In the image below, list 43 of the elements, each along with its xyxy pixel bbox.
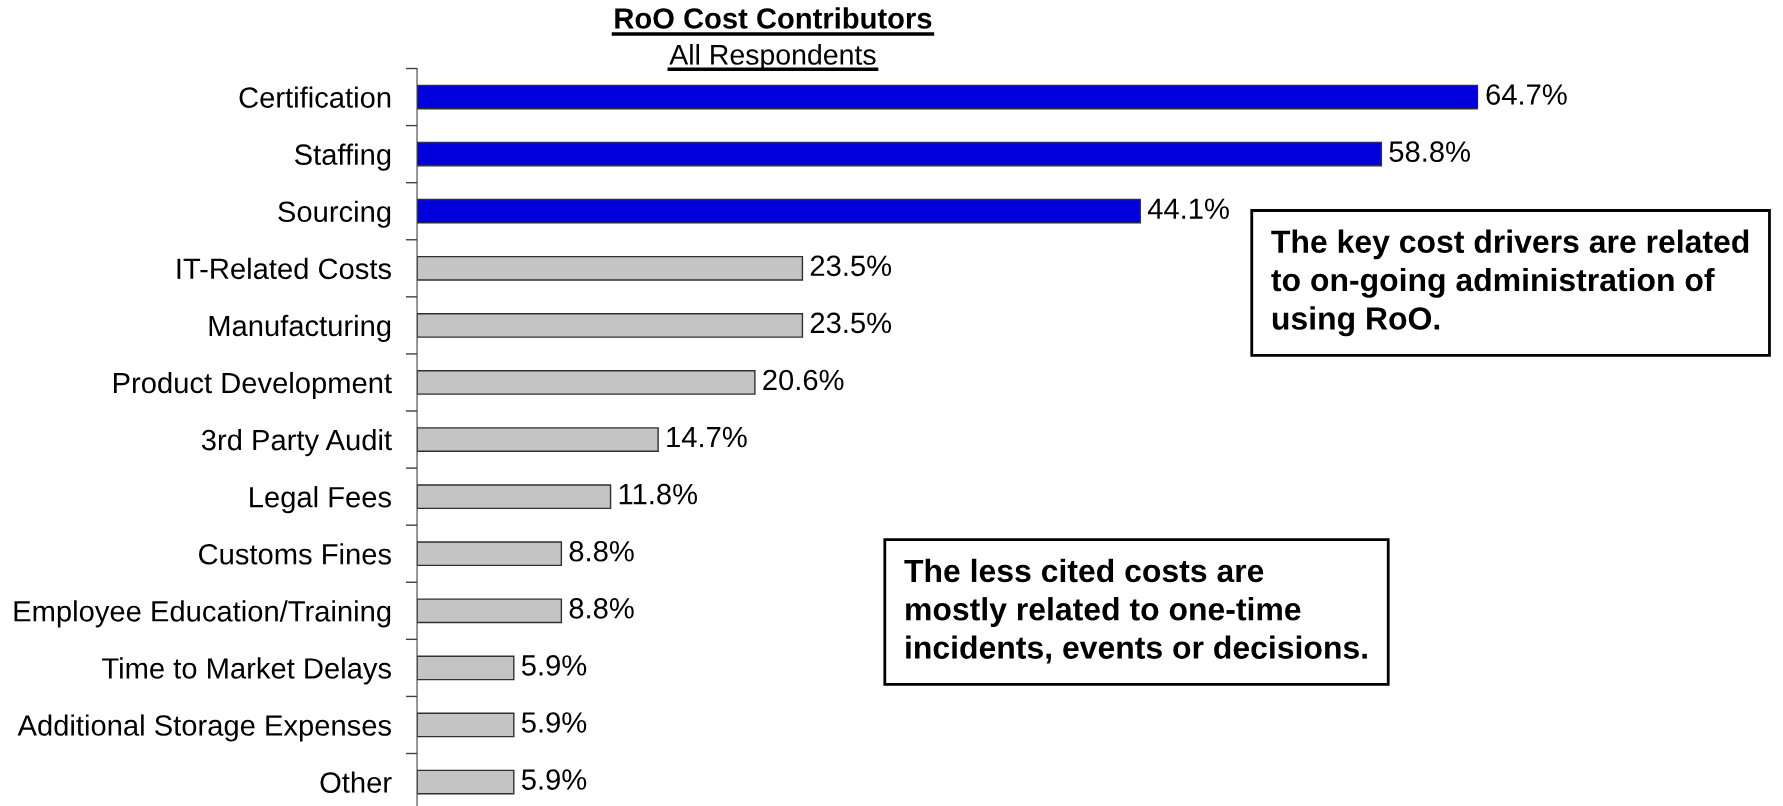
data-label: 5.9% xyxy=(521,769,587,790)
data-label: 14.7% xyxy=(667,426,747,448)
y-tick-label: Additional Storage Expenses xyxy=(17,714,392,742)
bar xyxy=(417,84,1479,110)
data-label: 64.7% xyxy=(1486,84,1567,105)
annotation: The key cost drivers are related to on-going administration of using RoO. xyxy=(1271,229,1749,337)
bar xyxy=(417,255,804,281)
bar xyxy=(417,712,515,738)
data-label: 5.9% xyxy=(521,655,587,676)
data-label: 5.9% xyxy=(521,712,587,733)
data-label: 20.6% xyxy=(763,369,844,391)
y-tick-label: Sourcing xyxy=(278,200,391,228)
y-tick-label: Staffing xyxy=(294,143,391,171)
y-tick-label: Employee Education/Training xyxy=(14,600,391,628)
data-label: 23.5% xyxy=(810,312,892,334)
data-label: 44.1% xyxy=(1147,198,1229,219)
bar xyxy=(417,198,1141,224)
bar xyxy=(417,541,563,567)
data-label: 11.8% xyxy=(619,483,698,505)
data-label: 8.8% xyxy=(569,597,634,619)
data-label: 23.5% xyxy=(810,255,892,277)
annotation: The less cited costs are mostly related to one-time incidents, events or decisions. xyxy=(904,558,1367,664)
y-tick-label: Certification xyxy=(239,86,391,108)
y-tick-label: Legal Fees xyxy=(250,486,391,514)
y-tick-label: Product Development xyxy=(113,371,392,400)
bar xyxy=(417,427,659,452)
y-tick-label: Time to Market Delays xyxy=(102,657,392,685)
y-tick-label: Customs Fines xyxy=(199,543,391,565)
y-tick-label: Other xyxy=(320,771,392,793)
bar xyxy=(417,598,563,624)
data-label: 8.8% xyxy=(569,540,634,562)
bar xyxy=(417,484,612,510)
bar xyxy=(417,370,756,395)
y-tick-label: Manufacturing xyxy=(209,314,391,343)
bar xyxy=(417,312,804,338)
y-tick-label: IT-Related Costs xyxy=(177,257,391,280)
data-label: 58.8% xyxy=(1389,141,1470,162)
bar xyxy=(417,769,515,795)
chart-subtitle: All Respondents xyxy=(669,43,876,71)
y-tick-label: 3rd Party Audit xyxy=(201,428,392,457)
bar xyxy=(417,141,1383,167)
chart-title: RoO Cost Contributors xyxy=(615,7,932,29)
bar xyxy=(417,655,515,681)
